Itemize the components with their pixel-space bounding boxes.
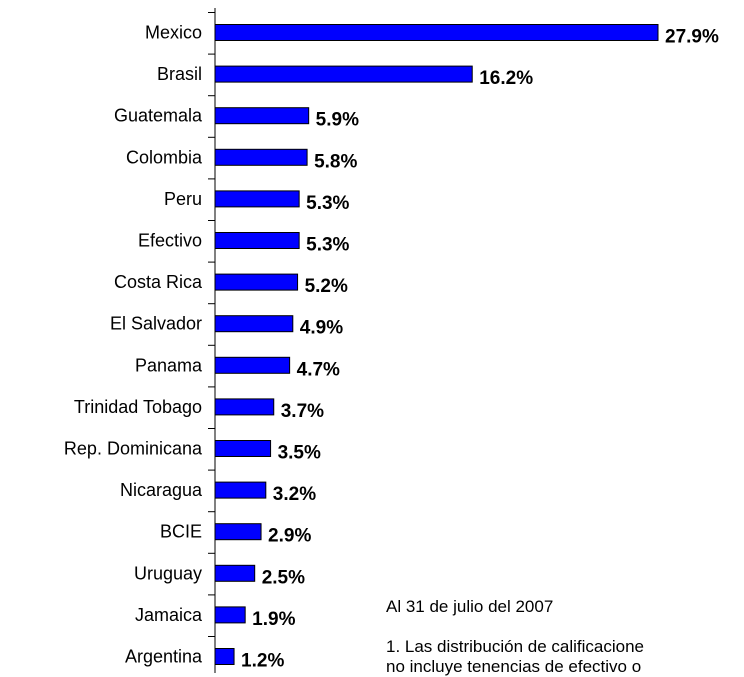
value-label: 3.5% <box>278 443 321 464</box>
bar <box>214 356 291 374</box>
value-label: 5.9% <box>316 110 359 131</box>
category-label: Mexico <box>145 23 202 43</box>
value-label: 1.9% <box>252 609 295 630</box>
y-axis-ticks <box>208 12 215 637</box>
value-label: 5.2% <box>305 276 348 297</box>
value-label: 3.2% <box>273 484 316 505</box>
category-label: Efectivo <box>138 231 202 251</box>
category-label: Panama <box>135 355 203 375</box>
bar <box>214 232 300 249</box>
value-label: 16.2% <box>479 68 533 89</box>
value-label: 3.7% <box>281 401 324 422</box>
category-label: BCIE <box>160 522 202 542</box>
value-label: 27.9% <box>665 27 719 48</box>
bar <box>214 65 473 83</box>
bar <box>214 564 256 582</box>
annotation-note-line2: no incluye tenencias de efectivo o <box>386 657 642 676</box>
value-label: 4.7% <box>297 359 340 380</box>
value-label: 5.8% <box>314 151 357 172</box>
category-labels: Mexico Brasil Guatemala Colombia Peru Efectiv… <box>64 23 203 667</box>
bar <box>214 481 267 499</box>
category-label: Peru <box>164 189 202 209</box>
bar <box>214 398 275 416</box>
category-label: Jamaica <box>135 605 203 625</box>
category-label: Guatemala <box>114 106 203 126</box>
value-label: 1.2% <box>241 651 284 672</box>
bar <box>214 606 246 624</box>
category-label: Trinidad Tobago <box>74 397 202 417</box>
category-label: Uruguay <box>134 563 202 583</box>
value-label: 4.9% <box>300 318 343 339</box>
bar <box>214 148 308 166</box>
bar <box>214 440 272 457</box>
bar <box>214 315 294 333</box>
category-label: Brasil <box>157 64 202 84</box>
category-label: Costa Rica <box>114 272 203 292</box>
category-label: Argentina <box>125 647 203 667</box>
value-label: 5.3% <box>306 235 349 256</box>
bar <box>214 648 235 665</box>
annotation-note-line1: 1. Las distribución de calificacione <box>386 637 644 656</box>
bar <box>214 24 659 41</box>
category-label: Nicaragua <box>120 480 203 500</box>
category-label: Colombia <box>126 147 203 167</box>
category-label: El Salvador <box>110 314 202 334</box>
bar <box>214 273 299 291</box>
value-label: 5.3% <box>306 193 349 214</box>
category-label: Rep. Dominicana <box>64 439 203 459</box>
bar <box>214 190 300 208</box>
bar <box>214 523 262 541</box>
annotation-date: Al 31 de julio del 2007 <box>386 597 554 616</box>
value-label: 2.9% <box>268 526 311 547</box>
bar <box>214 107 310 125</box>
value-labels: 27.9% 16.2% 5.9% 5.8% 5.3% 5.3% 5.2% 4.9% 4.7% 3.… <box>241 27 719 672</box>
value-label: 2.5% <box>262 567 305 588</box>
